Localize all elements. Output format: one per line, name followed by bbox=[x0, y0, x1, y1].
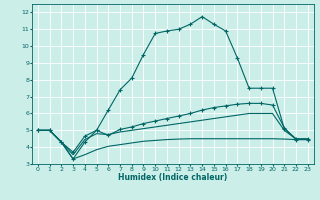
X-axis label: Humidex (Indice chaleur): Humidex (Indice chaleur) bbox=[118, 173, 228, 182]
